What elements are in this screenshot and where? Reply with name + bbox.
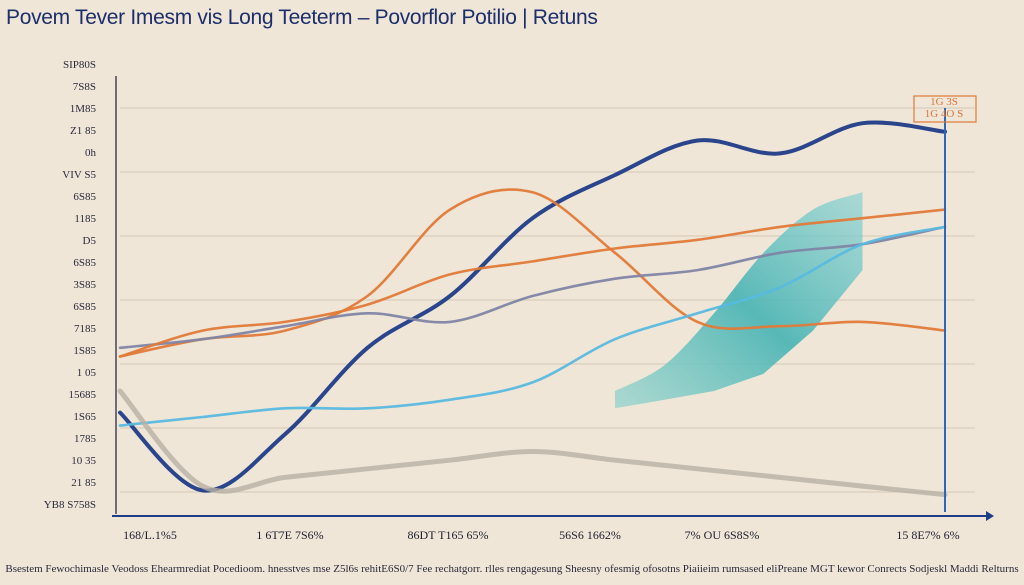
y-tick-label: SIP80S <box>63 59 96 71</box>
x-tick-label: 7% OU 6S8S% <box>685 528 760 542</box>
y-tick-label: VIV S5 <box>62 169 96 181</box>
series-line-navy <box>118 120 947 493</box>
series-layer <box>117 120 948 498</box>
x-axis-arrow <box>986 511 994 521</box>
y-tick-label: 7S8S <box>73 81 96 93</box>
y-tick-label: 1S85 <box>73 345 96 357</box>
y-tick-label: D5 <box>83 235 97 247</box>
axis-layer <box>112 76 994 521</box>
y-tick-label: 10 35 <box>71 455 96 467</box>
y-tick-label: 1185 <box>74 213 96 225</box>
x-tick-label: 15 8E7% 6% <box>896 528 959 542</box>
y-tick-label: 6S85 <box>73 301 96 313</box>
y-tick-label: 1M85 <box>70 103 97 115</box>
x-tick-label: 56S6 1662% <box>559 528 621 542</box>
flag-label: 1G 3S <box>930 96 958 108</box>
y-tick-label: 6S85 <box>73 257 96 269</box>
footnote: Bsestem Fewochimasle Veodoss Ehearmredia… <box>5 563 1019 575</box>
x-tick-label: 1 6T7E 7S6% <box>256 528 323 542</box>
y-tick-label: 1S65 <box>73 411 96 423</box>
flag-label: 1G 4O S <box>925 108 964 120</box>
y-tick-label: YB8 S758S <box>44 499 96 511</box>
series-line-orange <box>118 188 947 358</box>
x-tick-layer: 168/L.1%5 1 6T7E 7S6% 86DT T165 65% 56S6 16… <box>123 528 960 542</box>
flag-box <box>913 95 977 123</box>
y-tick-label: 1 05 <box>77 367 97 379</box>
y-tick-label: 15685 <box>69 389 97 401</box>
x-tick-label: 168/L.1%5 <box>123 528 177 542</box>
x-tick-label: 86DT T165 65% <box>408 528 489 542</box>
chart-title: Povem Tever Imesm vis Long Teeterm – Pov… <box>6 6 598 29</box>
y-tick-label: 6S85 <box>73 191 96 203</box>
y-tick-label: 21 85 <box>71 477 96 489</box>
y-tick-label: 3S85 <box>73 279 96 291</box>
y-tick-label: Z1 85 <box>70 125 96 137</box>
series-line-orange-upper <box>118 208 947 358</box>
y-tick-label: 1785 <box>74 433 97 445</box>
grid-layer <box>120 107 975 493</box>
series-line-gray <box>117 388 948 498</box>
y-tick-label: 7185 <box>74 323 97 335</box>
y-tick-layer: SIP80S 7S8S 1M85 Z1 85 0h VIV S5 6S85 1185 D5 6S8… <box>44 59 97 511</box>
series-line-light-blue <box>118 225 947 427</box>
series-line-slate <box>118 225 947 350</box>
y-tick-label: 0h <box>85 147 97 159</box>
